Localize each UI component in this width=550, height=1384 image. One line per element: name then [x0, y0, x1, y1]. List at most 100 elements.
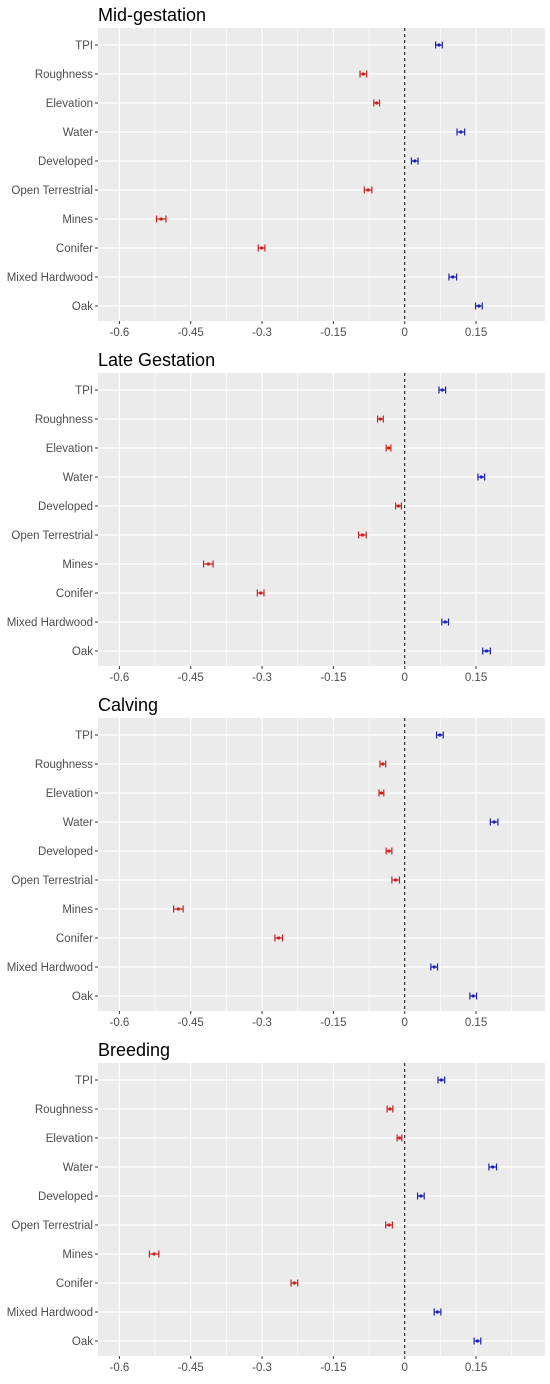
- estimate-point: [435, 1310, 440, 1314]
- plot-background: [98, 718, 545, 1011]
- estimate-point: [484, 649, 489, 653]
- category-label: Water: [63, 127, 93, 139]
- panel-title: Late Gestation: [98, 350, 215, 370]
- x-tick-label: -0.3: [252, 1017, 272, 1029]
- category-label: Mines: [62, 1249, 93, 1261]
- estimate-point: [379, 791, 384, 795]
- estimate-point: [388, 1107, 392, 1111]
- category-label: TPI: [75, 385, 93, 397]
- category-label: Mixed Hardwood: [7, 617, 93, 629]
- category-label: Open Terrestrial: [11, 1220, 93, 1232]
- category-label: TPI: [75, 730, 93, 742]
- category-label: Developed: [38, 156, 93, 168]
- forest-plot-panel: Late Gestation TPI Roughness Elevation Water…: [7, 350, 545, 684]
- category-label: Open Terrestrial: [11, 875, 93, 887]
- estimate-point: [439, 1078, 443, 1082]
- estimate-point: [471, 994, 475, 998]
- estimate-point: [443, 620, 447, 624]
- forest-plot-panel: Breeding TPI Roughness Elevation Water Develo…: [7, 1040, 545, 1374]
- forest-plot-panel: Calving TPI Roughness Elevation Water Develop…: [7, 695, 545, 1029]
- category-label: Conifer: [56, 1278, 93, 1290]
- estimate-point: [152, 1252, 156, 1256]
- forest-plot-panel: Mid-gestation TPI Roughness Elevation Water D…: [7, 5, 545, 339]
- category-label: Developed: [38, 1191, 93, 1203]
- category-label: Roughness: [35, 69, 93, 81]
- category-label: TPI: [75, 1075, 93, 1087]
- category-label: Elevation: [46, 1133, 93, 1145]
- estimate-point: [387, 1223, 391, 1227]
- category-label: Elevation: [46, 443, 93, 455]
- x-tick-label: -0.6: [109, 672, 129, 684]
- estimate-point: [419, 1194, 423, 1198]
- x-tick-label: -0.45: [178, 1017, 204, 1029]
- category-label: Developed: [38, 501, 93, 513]
- category-label: Water: [63, 817, 93, 829]
- category-label: Open Terrestrial: [11, 185, 93, 197]
- x-tick-label: 0.15: [465, 1017, 487, 1029]
- x-tick-label: -0.15: [320, 327, 346, 339]
- category-label: Conifer: [56, 588, 93, 600]
- x-tick-label: -0.6: [109, 1362, 129, 1374]
- panel-title: Breeding: [98, 1040, 170, 1060]
- plot-background: [98, 28, 545, 321]
- x-tick-label: 0: [402, 672, 408, 684]
- estimate-point: [292, 1281, 296, 1285]
- estimate-point: [360, 533, 364, 537]
- category-label: Mines: [62, 904, 93, 916]
- x-tick-label: -0.15: [320, 1017, 346, 1029]
- category-label: TPI: [75, 40, 93, 52]
- estimate-point: [459, 130, 463, 134]
- category-label: Elevation: [46, 788, 93, 800]
- estimate-point: [432, 965, 436, 969]
- panel-title: Mid-gestation: [98, 5, 206, 25]
- x-tick-label: -0.6: [109, 327, 129, 339]
- estimate-point: [259, 246, 264, 250]
- estimate-point: [387, 849, 391, 853]
- estimate-point: [451, 275, 455, 279]
- x-tick-label: 0: [402, 1362, 408, 1374]
- x-tick-label: -0.15: [320, 1362, 346, 1374]
- estimate-point: [437, 43, 441, 47]
- x-tick-label: -0.15: [320, 672, 346, 684]
- category-label: Roughness: [35, 414, 93, 426]
- category-label: Mixed Hardwood: [7, 272, 93, 284]
- x-tick-label: -0.45: [178, 327, 204, 339]
- estimate-point: [440, 388, 444, 392]
- estimate-point: [159, 217, 163, 221]
- estimate-point: [394, 878, 398, 882]
- category-label: Open Terrestrial: [11, 530, 93, 542]
- category-label: Mines: [62, 559, 93, 571]
- x-tick-label: 0: [402, 327, 408, 339]
- category-label: Oak: [72, 646, 93, 658]
- estimate-point: [491, 1165, 495, 1169]
- plot-background: [98, 1063, 545, 1356]
- plot-background: [98, 373, 545, 666]
- category-label: Mines: [62, 214, 93, 226]
- x-tick-label: -0.45: [178, 672, 204, 684]
- estimate-point: [396, 504, 401, 508]
- x-tick-label: -0.45: [178, 1362, 204, 1374]
- estimate-point: [259, 591, 263, 595]
- estimate-point: [479, 475, 483, 479]
- category-label: Oak: [72, 301, 93, 313]
- category-label: Water: [63, 1162, 93, 1174]
- estimate-point: [375, 101, 379, 105]
- estimate-point: [438, 733, 442, 737]
- estimate-point: [366, 188, 370, 192]
- estimate-point: [475, 1339, 480, 1343]
- category-label: Conifer: [56, 933, 93, 945]
- x-tick-label: 0.15: [465, 327, 487, 339]
- estimate-point: [277, 936, 281, 940]
- category-label: Oak: [72, 991, 93, 1003]
- estimate-point: [361, 72, 365, 76]
- category-label: Developed: [38, 846, 93, 858]
- estimate-point: [477, 304, 481, 308]
- category-label: Oak: [72, 1336, 93, 1348]
- x-tick-label: -0.3: [252, 1362, 272, 1374]
- x-tick-label: 0: [402, 1017, 408, 1029]
- estimate-point: [397, 1136, 402, 1140]
- estimate-point: [381, 762, 385, 766]
- category-label: Conifer: [56, 243, 93, 255]
- estimate-point: [386, 446, 391, 450]
